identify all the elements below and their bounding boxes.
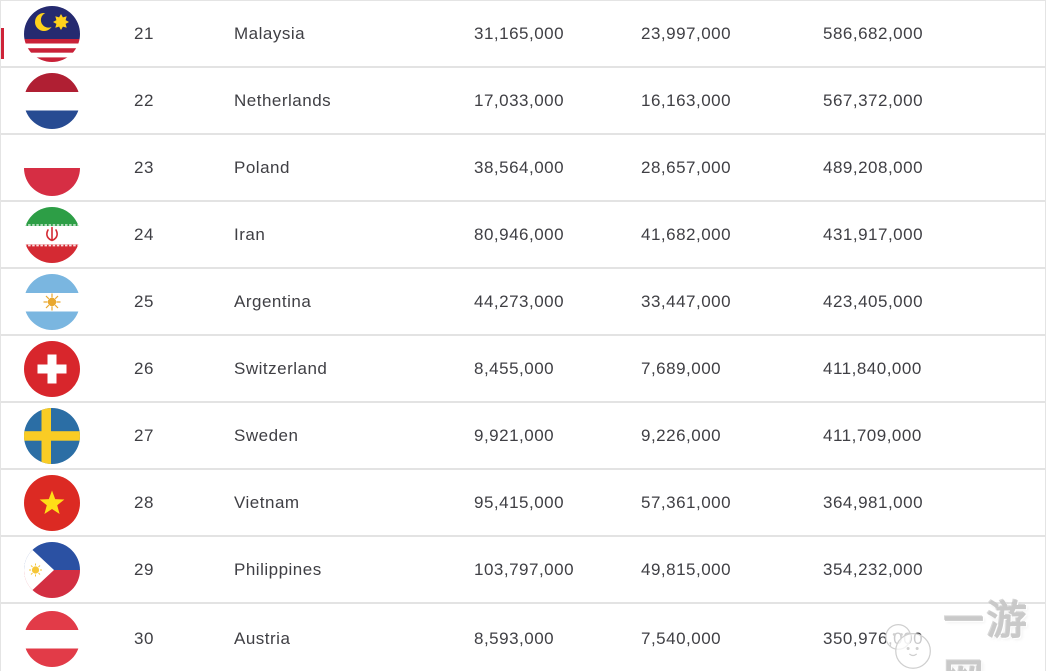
table-row: 29 Philippines 103,797,000 49,815,000 35… xyxy=(1,537,1045,604)
watermark-text: 一游网 xyxy=(943,598,1030,671)
value-cell: 431,917,000 xyxy=(823,224,924,244)
value-cell: 9,921,000 xyxy=(474,425,555,445)
country-cell: Malaysia xyxy=(234,23,306,43)
flag-philippines-icon xyxy=(1,541,80,598)
value-cell: 7,540,000 xyxy=(641,628,722,648)
rank-cell: 22 xyxy=(134,90,154,110)
value-cell: 411,709,000 xyxy=(823,425,922,445)
value-cell: 41,682,000 xyxy=(641,224,732,244)
value-cell: 31,165,000 xyxy=(474,23,565,43)
flag-iran-icon xyxy=(1,206,80,263)
value-cell: 423,405,000 xyxy=(823,291,924,311)
flag-argentina-icon xyxy=(1,273,80,330)
cropped-flag-edge xyxy=(1,28,4,59)
table-row: 23 Poland 38,564,000 28,657,000 489,208,… xyxy=(1,135,1045,202)
table-row: 21 Malaysia 31,165,000 23,997,000 586,68… xyxy=(1,1,1045,68)
value-cell: 17,033,000 xyxy=(474,90,565,110)
flag-sweden-icon xyxy=(1,407,80,464)
table-row: 28 Vietnam 95,415,000 57,361,000 364,981… xyxy=(1,470,1045,537)
flag-netherlands-icon xyxy=(1,72,80,129)
flag-malaysia-icon xyxy=(1,5,80,62)
value-cell: 23,997,000 xyxy=(641,23,732,43)
country-cell: Philippines xyxy=(234,559,322,579)
rank-cell: 28 xyxy=(134,492,154,512)
value-cell: 49,815,000 xyxy=(641,559,732,579)
flag-vietnam-icon xyxy=(1,474,80,531)
value-cell: 586,682,000 xyxy=(823,23,924,43)
value-cell: 103,797,000 xyxy=(474,559,575,579)
flag-poland-icon xyxy=(1,139,80,196)
watermark: 一游网 xyxy=(876,588,1050,671)
flag-switzerland-icon xyxy=(1,340,80,397)
value-cell: 80,946,000 xyxy=(474,224,565,244)
rank-cell: 21 xyxy=(134,23,154,43)
table-row: 24 Iran 80,946,000 41,682,000 431,917,00… xyxy=(1,202,1045,269)
value-cell: 95,415,000 xyxy=(474,492,565,512)
value-cell: 8,455,000 xyxy=(474,358,555,378)
value-cell: 411,840,000 xyxy=(823,358,922,378)
table-row: 25 Argentina 44,273,000 33,447,000 423,4… xyxy=(1,269,1045,336)
value-cell: 33,447,000 xyxy=(641,291,732,311)
value-cell: 354,232,000 xyxy=(823,559,924,579)
watermark-logo-icon xyxy=(885,623,931,669)
country-cell: Poland xyxy=(234,157,290,177)
value-cell: 9,226,000 xyxy=(641,425,722,445)
rank-cell: 23 xyxy=(134,157,154,177)
country-cell: Switzerland xyxy=(234,358,328,378)
rank-cell: 24 xyxy=(134,224,154,244)
value-cell: 7,689,000 xyxy=(641,358,722,378)
table-row: 22 Netherlands 17,033,000 16,163,000 567… xyxy=(1,68,1045,135)
rank-cell: 30 xyxy=(134,628,154,648)
value-cell: 8,593,000 xyxy=(474,628,555,648)
flag-austria-icon xyxy=(1,610,80,667)
value-cell: 38,564,000 xyxy=(474,157,565,177)
value-cell: 364,981,000 xyxy=(823,492,924,512)
rank-cell: 26 xyxy=(134,358,154,378)
country-cell: Austria xyxy=(234,628,291,648)
table-row: 26 Switzerland 8,455,000 7,689,000 411,8… xyxy=(1,336,1045,403)
value-cell: 489,208,000 xyxy=(823,157,924,177)
value-cell: 28,657,000 xyxy=(641,157,732,177)
table-row: 30 Austria 8,593,000 7,540,000 350,976,0… xyxy=(1,604,1045,671)
value-cell: 57,361,000 xyxy=(641,492,732,512)
value-cell: 16,163,000 xyxy=(641,90,732,110)
country-cell: Sweden xyxy=(234,425,299,445)
value-cell: 567,372,000 xyxy=(823,90,924,110)
country-cell: Argentina xyxy=(234,291,312,311)
table-row: 27 Sweden 9,921,000 9,226,000 411,709,00… xyxy=(1,403,1045,470)
country-cell: Netherlands xyxy=(234,90,332,110)
rank-cell: 29 xyxy=(134,559,154,579)
rank-cell: 25 xyxy=(134,291,154,311)
country-cell: Vietnam xyxy=(234,492,300,512)
rank-cell: 27 xyxy=(134,425,154,445)
country-cell: Iran xyxy=(234,224,266,244)
value-cell: 44,273,000 xyxy=(474,291,565,311)
